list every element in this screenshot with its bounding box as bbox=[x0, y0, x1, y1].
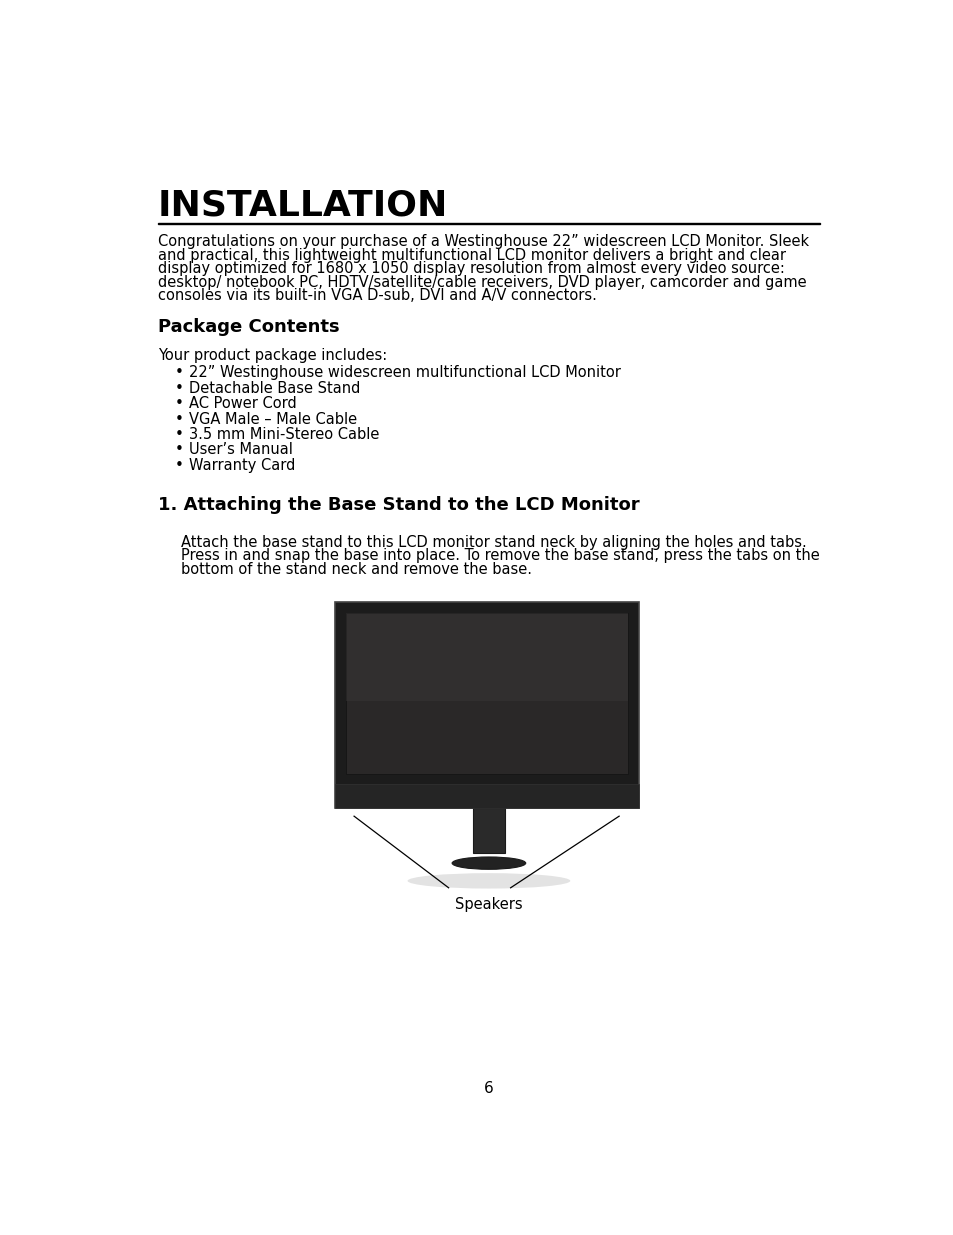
Text: Warranty Card: Warranty Card bbox=[189, 458, 295, 473]
Text: bottom of the stand neck and remove the base.: bottom of the stand neck and remove the … bbox=[181, 562, 532, 577]
Bar bbox=[335, 784, 638, 809]
Text: •: • bbox=[174, 427, 184, 442]
Text: 22” Westinghouse widescreen multifunctional LCD Monitor: 22” Westinghouse widescreen multifunctio… bbox=[189, 366, 620, 380]
Text: Attach the base stand to this LCD monitor stand neck by aligning the holes and t: Attach the base stand to this LCD monito… bbox=[181, 535, 806, 550]
Text: •: • bbox=[174, 442, 184, 457]
Text: Press in and snap the base into place. To remove the base stand, press the tabs : Press in and snap the base into place. T… bbox=[181, 548, 820, 563]
Text: consoles via its built-in VGA D-sub, DVI and A/V connectors.: consoles via its built-in VGA D-sub, DVI… bbox=[158, 288, 597, 304]
Text: Your product package includes:: Your product package includes: bbox=[158, 348, 387, 363]
Text: 1. Attaching the Base Stand to the LCD Monitor: 1. Attaching the Base Stand to the LCD M… bbox=[158, 496, 639, 514]
Text: User’s Manual: User’s Manual bbox=[189, 442, 293, 457]
Text: 3.5 mm Mini-Stereo Cable: 3.5 mm Mini-Stereo Cable bbox=[189, 427, 379, 442]
Text: INSTALLATION: INSTALLATION bbox=[158, 188, 448, 222]
Text: •: • bbox=[174, 396, 184, 411]
Bar bbox=[335, 603, 638, 809]
Text: •: • bbox=[174, 380, 184, 395]
Text: •: • bbox=[174, 411, 184, 426]
Text: 6: 6 bbox=[483, 1082, 494, 1097]
Text: desktop/ notebook PC, HDTV/satellite/cable receivers, DVD player, camcorder and : desktop/ notebook PC, HDTV/satellite/cab… bbox=[158, 275, 806, 290]
Text: Package Contents: Package Contents bbox=[158, 317, 339, 336]
Text: Congratulations on your purchase of a Westinghouse 22” widescreen LCD Monitor. S: Congratulations on your purchase of a We… bbox=[158, 235, 808, 249]
Bar bbox=[472, 809, 505, 853]
Text: •: • bbox=[174, 458, 184, 473]
Ellipse shape bbox=[407, 873, 570, 888]
Bar bbox=[345, 613, 627, 774]
Bar bbox=[158, 222, 819, 225]
Text: VGA Male – Male Cable: VGA Male – Male Cable bbox=[189, 411, 356, 426]
Ellipse shape bbox=[452, 857, 525, 869]
Text: AC Power Cord: AC Power Cord bbox=[189, 396, 296, 411]
Text: Detachable Base Stand: Detachable Base Stand bbox=[189, 380, 360, 395]
Bar bbox=[345, 613, 627, 701]
Text: Speakers: Speakers bbox=[455, 897, 522, 911]
Text: display optimized for 1680 x 1050 display resolution from almost every video sou: display optimized for 1680 x 1050 displa… bbox=[158, 262, 784, 277]
Text: •: • bbox=[174, 366, 184, 380]
Text: and practical, this lightweight multifunctional LCD monitor delivers a bright an: and practical, this lightweight multifun… bbox=[158, 248, 785, 263]
